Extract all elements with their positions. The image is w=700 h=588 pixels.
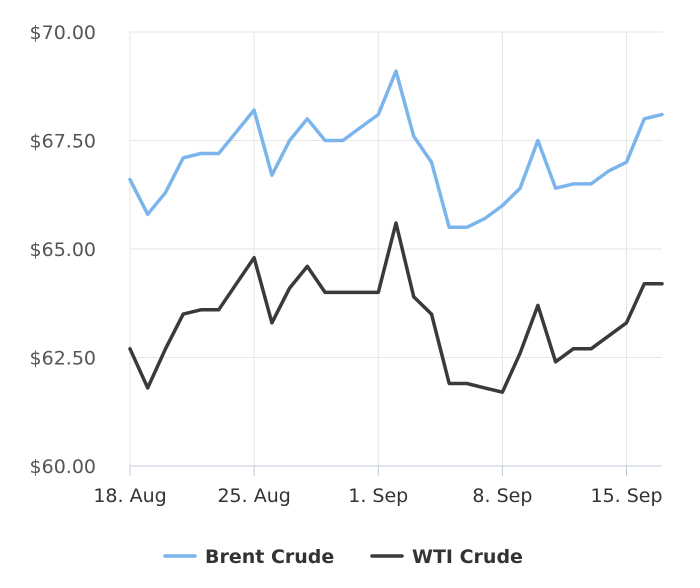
series-lines xyxy=(128,69,664,394)
y-tick-label: $70.00 xyxy=(30,22,96,44)
x-tick-label: 1. Sep xyxy=(348,485,408,507)
x-tick-label: 25. Aug xyxy=(217,485,290,507)
legend-item-brent-crude[interactable]: Brent Crude xyxy=(163,546,334,568)
legend-item-wti-crude[interactable]: WTI Crude xyxy=(370,546,523,568)
legend-label: Brent Crude xyxy=(205,546,334,568)
y-tick-label: $67.50 xyxy=(30,131,96,153)
axes: $60.00 $62.50 $65.00 $67.50 $70.00 18. Aug 25.… xyxy=(30,22,663,507)
legend-label: WTI Crude xyxy=(412,546,523,568)
series-line-wti-crude[interactable] xyxy=(128,221,664,394)
x-tick-label: 8. Sep xyxy=(472,485,532,507)
legend: Brent Crude WTI Crude xyxy=(163,546,523,568)
grid xyxy=(129,31,662,467)
series-line-brent-crude[interactable] xyxy=(128,69,664,230)
y-tick-label: $65.00 xyxy=(30,239,96,261)
y-tick-label: $60.00 xyxy=(30,456,96,478)
x-tick-label: 18. Aug xyxy=(93,485,166,507)
y-tick-label: $62.50 xyxy=(30,348,96,370)
x-tick-label: 15. Sep xyxy=(590,485,662,507)
